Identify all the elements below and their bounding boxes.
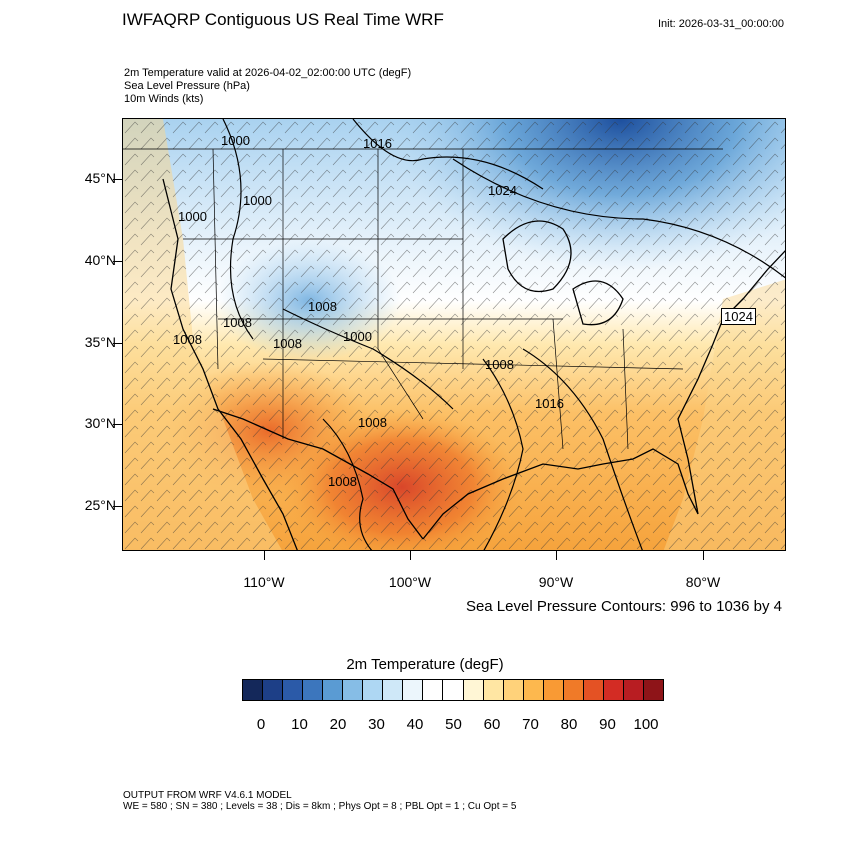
colorbar-cell <box>483 680 504 700</box>
lat-label: 30°N <box>84 415 116 431</box>
lon-label: 110°W <box>243 574 285 590</box>
lat-tick <box>113 424 122 425</box>
pressure-label: 1008 <box>358 415 387 430</box>
colorbar-title: 2m Temperature (degF) <box>346 656 504 673</box>
pressure-label: 1000 <box>221 133 250 148</box>
colorbar-cell <box>543 680 564 700</box>
lat-label: 35°N <box>84 334 116 350</box>
pressure-label: 1000 <box>343 329 372 344</box>
colorbar-cell <box>363 680 384 700</box>
contour-note: Sea Level Pressure Contours: 996 to 1036… <box>465 598 782 615</box>
lat-tick <box>113 343 122 344</box>
pressure-label: 1024 <box>488 183 517 198</box>
pressure-label: 1008 <box>223 315 252 330</box>
colorbar-cell <box>243 680 264 700</box>
colorbar-label: 60 <box>483 716 501 733</box>
colorbar-cell <box>443 680 464 700</box>
lat-tick <box>113 506 122 507</box>
lon-tick <box>703 551 704 560</box>
pressure-label: 1016 <box>363 136 392 151</box>
colorbar-cell <box>283 680 304 700</box>
colorbar-label: 100 <box>633 716 659 733</box>
lat-label: 25°N <box>84 497 116 513</box>
weather-map: 1000 1016 1000 1000 1024 1008 1008 1008 … <box>122 118 786 551</box>
colorbar-cell <box>403 680 424 700</box>
pressure-label: 1016 <box>535 396 564 411</box>
colorbar-cell <box>263 680 284 700</box>
colorbar-cell <box>383 680 404 700</box>
lon-label: 90°W <box>538 574 574 590</box>
colorbar-cell <box>423 680 444 700</box>
colorbar-cell <box>303 680 324 700</box>
colorbar-label: 20 <box>329 716 347 733</box>
colorbar-cell <box>343 680 364 700</box>
colorbar-label: 70 <box>522 716 539 733</box>
lat-tick <box>113 179 122 180</box>
colorbar-cell <box>623 680 644 700</box>
pressure-label: 1008 <box>308 299 337 314</box>
lat-label: 45°N <box>84 170 116 186</box>
init-time: Init: 2026-03-31_00:00:00 <box>658 18 784 30</box>
subtitle-pressure: Sea Level Pressure (hPa) <box>124 80 250 92</box>
colorbar-cell <box>503 680 524 700</box>
colorbar <box>242 679 664 701</box>
lon-label: 80°W <box>685 574 721 590</box>
colorbar-label: 50 <box>445 716 462 733</box>
colorbar-cell <box>463 680 484 700</box>
colorbar-cell <box>523 680 544 700</box>
colorbar-cell <box>563 680 584 700</box>
colorbar-label: 10 <box>291 716 308 733</box>
pressure-label: 1008 <box>273 336 302 351</box>
pressure-label: 1008 <box>328 474 357 489</box>
subtitle-winds: 10m Winds (kts) <box>124 93 204 105</box>
colorbar-label: 90 <box>599 716 616 733</box>
colorbar-label: 30 <box>368 716 385 733</box>
pressure-label: 1000 <box>178 209 207 224</box>
lat-tick <box>113 261 122 262</box>
colorbar-cell <box>583 680 604 700</box>
pressure-label: 1008 <box>485 357 514 372</box>
subtitle-temperature: 2m Temperature valid at 2026-04-02_02:00… <box>124 67 412 79</box>
lon-tick <box>556 551 557 560</box>
lon-tick <box>410 551 411 560</box>
lon-label: 100°W <box>388 574 432 590</box>
temperature-field <box>123 119 785 550</box>
pressure-label: 1008 <box>173 332 202 347</box>
lon-tick <box>264 551 265 560</box>
colorbar-cell <box>603 680 624 700</box>
colorbar-label: 0 <box>256 716 266 733</box>
pressure-label: 1024 <box>721 308 756 325</box>
plot-title: IWFAQRP Contiguous US Real Time WRF <box>122 10 444 29</box>
footer-model: OUTPUT FROM WRF V4.6.1 MODEL <box>123 790 292 801</box>
lat-label: 40°N <box>84 252 116 268</box>
pressure-label: 1000 <box>243 193 272 208</box>
footer-config: WE = 580 ; SN = 380 ; Levels = 38 ; Dis … <box>123 801 517 812</box>
colorbar-cell <box>643 680 663 700</box>
colorbar-label: 80 <box>560 716 578 733</box>
colorbar-cell <box>323 680 344 700</box>
colorbar-label: 40 <box>406 716 424 733</box>
